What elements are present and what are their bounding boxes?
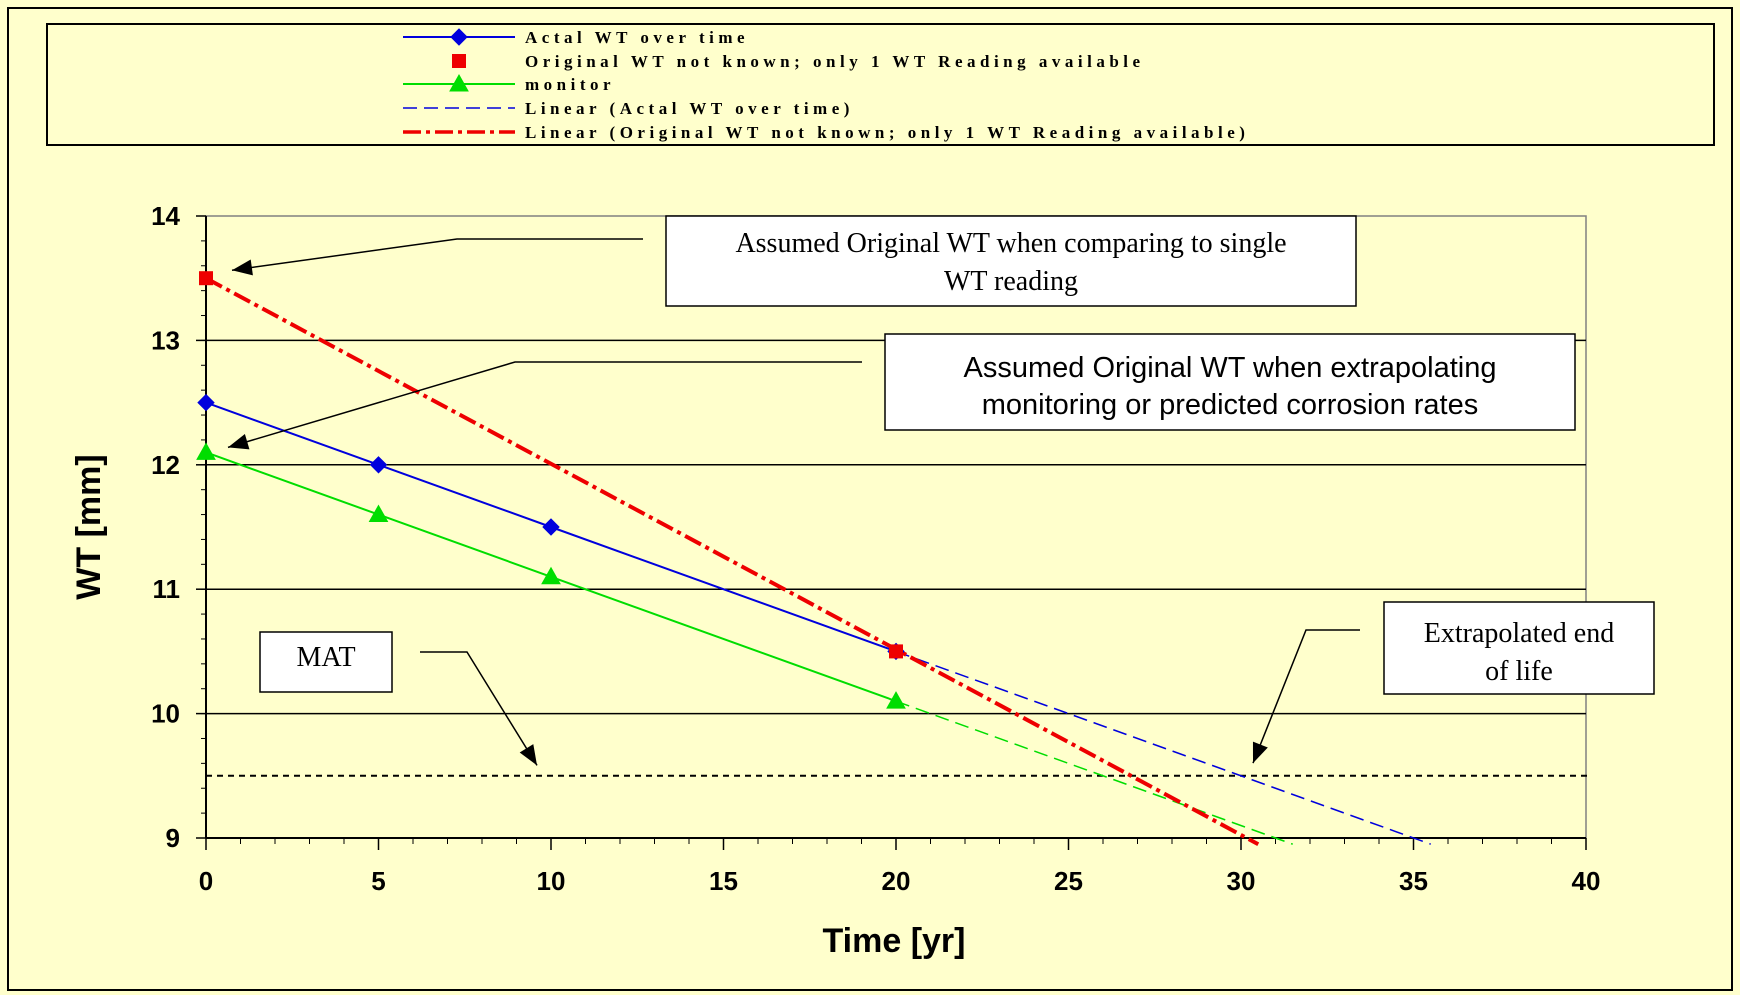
callout-end_of_life: Extrapolated end of life xyxy=(1252,601,1655,764)
xtick-label-35: 35 xyxy=(1399,866,1428,896)
callout-orig_single: Assumed Original WT when comparing to si… xyxy=(231,215,1357,307)
y-axis-title: WT [mm] xyxy=(70,454,108,599)
legend-swatch-marker-2 xyxy=(449,73,469,92)
series-1-point-1 xyxy=(889,644,903,659)
legend-label-1: Original WT not known; only 1 WT Reading… xyxy=(525,52,1145,71)
callouts-layer: Assumed Original WT when comparing to si… xyxy=(227,215,1655,766)
legend-swatch-marker-1 xyxy=(452,54,466,68)
callout-arrowhead-orig_extrap xyxy=(228,433,250,450)
markers-layer xyxy=(196,271,906,709)
callout-text-end_of_life-1: of life xyxy=(1485,656,1553,687)
callout-text-orig_single-1: WT reading xyxy=(944,266,1078,297)
callout-leader-orig_extrap xyxy=(227,361,862,449)
callout-box-orig_extrap xyxy=(884,333,1576,431)
legend-label-3: Linear (Actal WT over time) xyxy=(525,99,854,118)
series-layer xyxy=(205,276,1432,846)
series-2-point-3 xyxy=(886,691,906,709)
ytick-label-11: 11 xyxy=(153,574,181,604)
series-1-point-0 xyxy=(199,271,213,286)
xtick-label-25: 25 xyxy=(1054,866,1083,896)
legend-swatch-marker-0 xyxy=(450,28,468,46)
callout-orig_extrap: Assumed Original WT when extrapolating mo… xyxy=(227,333,1576,450)
xtick-label-40: 40 xyxy=(1572,866,1601,896)
xtick-label-30: 30 xyxy=(1227,866,1256,896)
callout-text-orig_extrap-0: Assumed Original WT when extrapolating xyxy=(964,352,1497,384)
legend-box xyxy=(46,23,1715,146)
callout-arrowhead-mat xyxy=(519,744,537,766)
legend-label-4: Linear (Original WT not known; only 1 WT… xyxy=(525,123,1249,142)
series-0-point-1 xyxy=(369,456,388,474)
callout-mat: MAT xyxy=(259,631,538,766)
monitor-extrapolation-line xyxy=(895,700,1294,845)
series-2-line xyxy=(205,451,897,703)
callout-text-orig_single-0: Assumed Original WT when comparing to si… xyxy=(735,228,1286,259)
callout-text-end_of_life-0: Extrapolated end xyxy=(1424,618,1614,649)
series-2-point-2 xyxy=(541,566,561,585)
callout-leader-end_of_life xyxy=(1252,629,1360,764)
legend-label-0: Actal WT over time xyxy=(525,28,749,47)
series-2-point-0 xyxy=(196,442,216,460)
series-2-point-1 xyxy=(368,504,389,523)
xtick-label-0: 0 xyxy=(199,866,213,896)
ytick-label-9: 9 xyxy=(166,823,180,853)
axes: 9 10 11 12 13 14 0 5 10 15 20 25 30 35 40 xyxy=(151,201,1600,896)
x-axis-title: Time [yr] xyxy=(823,922,966,960)
xtick-label-10: 10 xyxy=(537,866,566,896)
series-0-point-0 xyxy=(197,393,215,412)
chart-border xyxy=(7,7,1733,991)
callout-box-end_of_life xyxy=(1383,601,1655,695)
ytick-label-14: 14 xyxy=(151,201,180,231)
legend: Actal WT over time Original WT not known;… xyxy=(46,23,1715,146)
ytick-label-12: 12 xyxy=(151,450,180,480)
callout-leader-mat xyxy=(420,651,538,766)
series-4-line xyxy=(205,276,1260,846)
callout-leader-orig_single xyxy=(231,238,643,271)
series-0-line xyxy=(205,401,897,653)
callout-arrowhead-orig_single xyxy=(232,259,253,276)
callout-box-mat xyxy=(259,631,393,693)
callout-text-orig_extrap-1: monitoring or predicted corrosion rates xyxy=(982,389,1478,421)
xtick-label-5: 5 xyxy=(371,866,385,896)
xtick-label-20: 20 xyxy=(882,866,911,896)
callout-arrowhead-end_of_life xyxy=(1252,741,1268,764)
series-3-line xyxy=(895,650,1432,845)
ytick-label-13: 13 xyxy=(151,325,180,355)
xtick-label-15: 15 xyxy=(709,866,738,896)
callout-box-orig_single xyxy=(665,215,1357,307)
callout-text-mat-0: MAT xyxy=(296,642,355,673)
legend-label-2: monitor xyxy=(525,75,615,94)
ytick-label-10: 10 xyxy=(151,699,180,729)
series-0-point-2 xyxy=(542,518,560,536)
